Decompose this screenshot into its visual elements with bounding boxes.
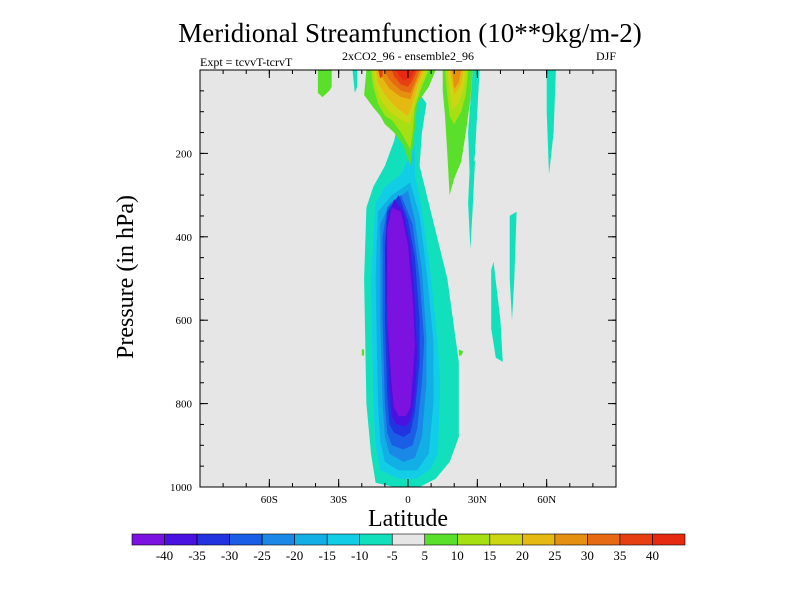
contour-region — [352, 70, 358, 93]
subtitle-right: DJF — [596, 49, 616, 63]
colorbar-label: -30 — [221, 548, 238, 563]
chart-title: Meridional Streamfunction (10**9kg/m-2) — [178, 18, 641, 48]
colorbar-swatch — [522, 533, 556, 546]
contour-region — [396, 70, 415, 81]
plot-area: 60S 30S 0 30N 60N 200 400 600 800 1000 — [170, 69, 617, 506]
colorbar-label: 25 — [548, 548, 561, 563]
contour-regions — [317, 70, 556, 488]
x-tick-label: 60S — [261, 494, 278, 506]
colorbar-swatch — [326, 533, 361, 546]
colorbar-label: -15 — [319, 548, 336, 563]
subtitle-center: 2xCO2_96 - ensemble2_96 — [342, 49, 474, 63]
x-tick-label: 0 — [405, 494, 411, 506]
y-axis-label: Pressure (in hPa) — [113, 195, 139, 359]
contour-region — [361, 349, 365, 356]
colorbar-swatch — [196, 533, 230, 546]
colorbar-label: 40 — [646, 548, 659, 563]
colorbar-swatch — [391, 533, 426, 546]
colorbar-swatch — [294, 533, 328, 546]
x-tick-label: 60N — [537, 494, 556, 506]
colorbar-swatch — [359, 533, 393, 546]
colorbar-label: -20 — [286, 548, 303, 563]
contour-region — [546, 70, 556, 175]
y-tick-label: 400 — [176, 232, 193, 244]
colorbar-swatch — [164, 533, 198, 546]
colorbar-label: -40 — [156, 548, 173, 563]
colorbar-swatch — [261, 533, 295, 546]
colorbar-swatch — [587, 533, 621, 546]
contour-region — [451, 70, 462, 89]
colorbar-label: -25 — [253, 548, 270, 563]
subtitle-left: Expt = tcvvT-tcrvT — [200, 55, 293, 69]
colorbar-label: -35 — [188, 548, 205, 563]
contour-region — [509, 211, 517, 321]
contour-region — [468, 153, 475, 250]
y-tick-label: 200 — [176, 148, 193, 160]
colorbar-label: 20 — [516, 548, 529, 563]
y-tick-label: 1000 — [170, 482, 193, 494]
colorbar-label: 30 — [581, 548, 594, 563]
contour-region — [387, 207, 415, 417]
colorbar-label: 35 — [613, 548, 626, 563]
colorbar-swatch — [424, 533, 458, 546]
colorbar-swatch — [131, 533, 165, 546]
colorbar-swatch — [652, 533, 686, 546]
colorbar-label: 15 — [483, 548, 496, 563]
x-tick-label: 30S — [330, 494, 347, 506]
colorbar-swatch — [456, 533, 491, 546]
x-tick-label: 30N — [468, 494, 487, 506]
y-tick-label: 600 — [176, 315, 193, 327]
x-axis-label: Latitude — [368, 506, 448, 532]
contour-region — [458, 349, 464, 356]
y-tick-label: 800 — [176, 399, 193, 411]
colorbar-swatch — [489, 533, 523, 546]
contour-region — [317, 70, 332, 98]
colorbar-label: 5 — [422, 548, 429, 563]
colorbar: -40 -35 -30 -25 -20 -15 -10 -5 5 10 15 20 25 30 35 40 — [131, 533, 686, 563]
contour-region — [491, 261, 503, 362]
colorbar-swatch — [229, 533, 263, 546]
x-axis-ticks: 60S 30S 0 30N 60N — [222, 70, 594, 506]
contour-region — [378, 70, 383, 79]
colorbar-label: -10 — [351, 548, 368, 563]
y-axis-ticks: 200 400 600 800 1000 — [170, 90, 616, 494]
colorbar-swatch — [619, 533, 653, 546]
colorbar-label: -5 — [387, 548, 398, 563]
colorbar-label: 10 — [451, 548, 464, 563]
colorbar-swatch — [554, 533, 588, 546]
